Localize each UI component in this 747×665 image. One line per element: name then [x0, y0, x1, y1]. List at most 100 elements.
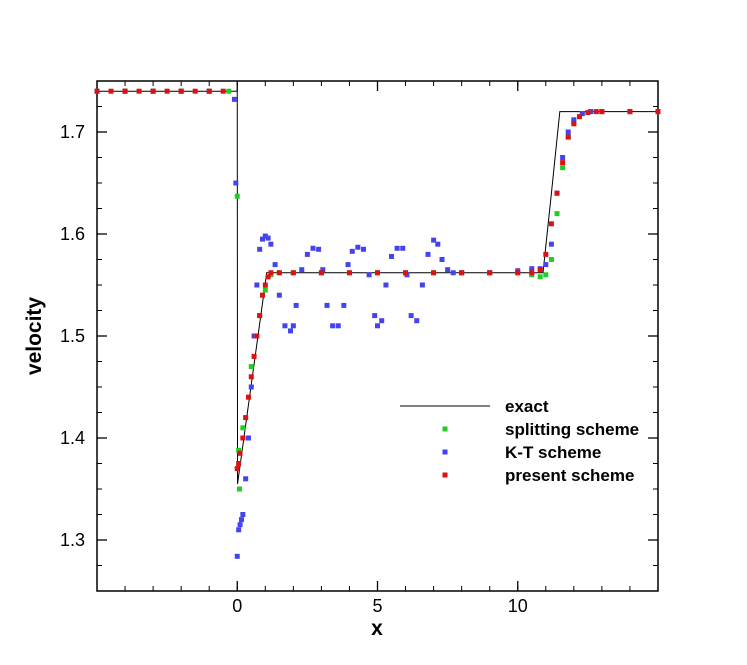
data-point — [565, 129, 571, 135]
data-point — [231, 96, 237, 102]
data-point — [310, 245, 316, 251]
data-point — [290, 270, 296, 276]
data-point — [355, 244, 361, 250]
plot-frame — [96, 80, 659, 592]
data-point — [262, 287, 268, 293]
data-point — [136, 88, 142, 94]
legend-marker-swatch — [442, 472, 448, 478]
data-point — [450, 270, 456, 276]
data-point — [234, 193, 240, 199]
data-point — [236, 486, 242, 492]
data-point — [220, 88, 226, 94]
data-point — [345, 262, 351, 268]
y-tick-label: 1.3 — [60, 530, 85, 550]
data-point — [257, 313, 263, 319]
data-point — [240, 512, 246, 517]
data-point — [408, 313, 414, 319]
y-minor-ticks — [97, 80, 658, 592]
data-point — [419, 282, 425, 288]
legend-label: K-T scheme — [505, 443, 601, 462]
x-tick-label: 10 — [508, 596, 528, 616]
data-point — [243, 415, 249, 421]
data-point — [366, 272, 372, 278]
y-tick-label: 1.5 — [60, 326, 85, 346]
data-point — [379, 318, 385, 324]
data-point — [389, 253, 395, 259]
data-point — [655, 109, 661, 115]
data-point — [192, 88, 198, 94]
data-point — [459, 270, 465, 276]
data-point — [593, 109, 599, 115]
x-minor-ticks — [96, 81, 659, 591]
data-point — [265, 274, 271, 280]
data-point — [257, 246, 263, 252]
data-point — [341, 302, 347, 308]
data-point — [529, 266, 535, 272]
data-point — [431, 270, 437, 276]
data-point — [560, 165, 566, 171]
data-point — [248, 374, 254, 380]
data-point — [318, 270, 324, 276]
data-point — [262, 282, 268, 288]
data-point — [293, 302, 299, 308]
series-exact — [97, 90, 658, 484]
data-point — [330, 323, 336, 329]
data-point — [439, 257, 445, 262]
x-axis: 0 5 10 — [232, 81, 528, 616]
data-point — [233, 180, 239, 186]
data-point — [290, 323, 296, 329]
data-point — [576, 114, 582, 120]
data-point — [237, 522, 243, 528]
data-point — [108, 88, 114, 94]
data-point — [445, 267, 451, 273]
x-tick-label: 5 — [372, 596, 382, 616]
data-point — [206, 88, 212, 94]
data-point — [237, 450, 243, 456]
data-point — [248, 384, 254, 390]
series-k-t-scheme — [94, 88, 661, 559]
data-point — [320, 267, 326, 273]
data-point — [226, 88, 232, 94]
data-point — [122, 88, 128, 94]
data-point — [324, 302, 330, 308]
x-axis-title: x — [371, 617, 383, 640]
data-point — [537, 274, 543, 280]
data-point — [265, 235, 271, 241]
data-point — [543, 251, 549, 257]
legend-label: present scheme — [505, 466, 634, 485]
data-point — [304, 251, 310, 257]
data-point — [282, 323, 288, 329]
data-point — [243, 476, 249, 482]
series-present-scheme — [94, 88, 661, 472]
data-point — [588, 109, 594, 115]
data-point — [515, 270, 521, 276]
data-point — [375, 323, 380, 329]
data-point — [560, 155, 566, 160]
data-point — [299, 267, 305, 273]
data-point — [316, 246, 322, 252]
legend-item: splitting scheme — [442, 420, 639, 439]
x-tick-label: 0 — [232, 596, 242, 616]
data-point — [251, 333, 257, 339]
y-tick-label: 1.6 — [60, 224, 85, 244]
data-point — [236, 461, 242, 466]
data-point — [335, 323, 341, 329]
data-point — [236, 447, 242, 453]
data-point — [346, 270, 352, 276]
data-point — [276, 292, 282, 298]
data-point — [560, 160, 566, 166]
data-point — [372, 313, 378, 319]
data-point — [150, 88, 156, 94]
data-point — [403, 270, 409, 276]
legend-marker-swatch — [442, 449, 448, 455]
data-point — [234, 466, 240, 472]
legend-item: K-T scheme — [442, 443, 601, 462]
data-point — [425, 251, 431, 257]
data-point — [178, 88, 184, 94]
data-point — [400, 245, 406, 251]
data-point — [236, 527, 242, 533]
data-point — [360, 246, 366, 252]
data-point — [585, 110, 591, 116]
data-point — [487, 270, 493, 276]
